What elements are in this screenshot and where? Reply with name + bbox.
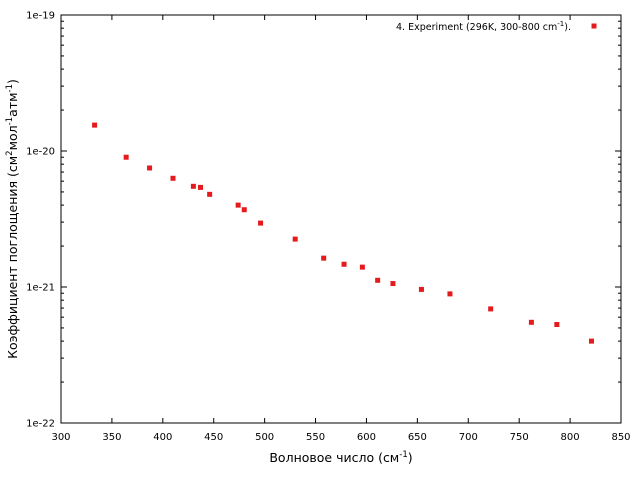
y-tick-label: 1e-21 xyxy=(26,283,55,294)
x-tick-label: 600 xyxy=(357,432,376,443)
data-point xyxy=(197,184,203,190)
data-point xyxy=(241,207,247,213)
data-point xyxy=(588,338,594,344)
data-point xyxy=(147,165,153,171)
data-point xyxy=(170,175,176,181)
data-point xyxy=(528,319,534,325)
x-tick-label: 750 xyxy=(510,432,529,443)
y-tick-label: 1e-22 xyxy=(26,419,55,430)
data-point xyxy=(447,291,453,297)
x-axis-ticks: 300 350 400 450 500 550 600 650 700 750 800 850 xyxy=(51,15,631,443)
legend-label: 4. Experiment (296K, 300-800 cm-1). xyxy=(396,20,571,33)
y-tick-label: 1e-20 xyxy=(26,147,55,158)
data-point xyxy=(418,286,424,292)
x-tick-label: 550 xyxy=(306,432,325,443)
data-point xyxy=(375,277,381,283)
legend: 4. Experiment (296K, 300-800 cm-1). xyxy=(396,20,597,33)
data-point xyxy=(359,264,365,270)
x-tick-label: 800 xyxy=(561,432,580,443)
data-point xyxy=(190,183,196,189)
x-tick-label: 700 xyxy=(459,432,478,443)
data-point xyxy=(123,154,129,160)
data-point xyxy=(341,261,347,267)
data-point xyxy=(292,236,298,242)
y-axis-ticks: 1e-22 1e-21 1e-20 1e-19 xyxy=(26,11,621,430)
plot-frame xyxy=(60,14,622,424)
data-point xyxy=(554,321,560,327)
legend-marker xyxy=(591,23,597,29)
y-axis-title: Коэффициент поглощения (см2мол-1атм-1) xyxy=(5,79,20,359)
data-point xyxy=(390,281,396,287)
x-tick-label: 400 xyxy=(153,432,172,443)
data-point xyxy=(235,202,241,208)
x-tick-label: 650 xyxy=(408,432,427,443)
x-tick-label: 500 xyxy=(255,432,274,443)
data-point xyxy=(488,306,494,312)
x-tick-label: 350 xyxy=(102,432,121,443)
x-axis-title: Волновое число (см-1) xyxy=(269,450,412,465)
x-tick-label: 300 xyxy=(51,432,70,443)
x-tick-label: 850 xyxy=(611,432,630,443)
y-tick-label: 1e-19 xyxy=(26,11,55,22)
data-points xyxy=(92,122,594,344)
data-point xyxy=(92,122,98,128)
data-point xyxy=(207,191,213,197)
data-point xyxy=(258,220,264,226)
x-tick-label: 450 xyxy=(204,432,223,443)
data-point xyxy=(321,255,327,261)
